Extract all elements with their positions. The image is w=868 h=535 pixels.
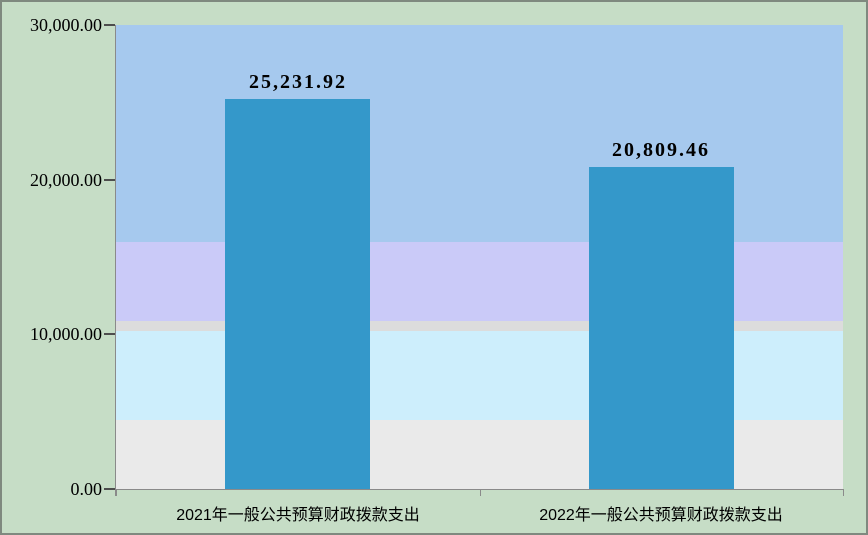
y-tick-mark xyxy=(104,333,115,336)
category-tick-mark xyxy=(480,489,481,496)
bar-2022 xyxy=(589,167,734,489)
bar-2021 xyxy=(225,99,370,489)
y-tick-mark xyxy=(104,24,115,26)
y-tick-mark xyxy=(104,178,115,181)
y-tick-label: 20,000.00 xyxy=(30,169,102,190)
y-tick-label: 10,000.00 xyxy=(30,324,102,345)
y-axis-line xyxy=(115,25,116,496)
bar-value-label-2022: 20,809.46 xyxy=(612,139,710,161)
y-tick-mark xyxy=(104,488,115,490)
bar-value-label-2021: 25,231.92 xyxy=(249,71,347,93)
category-tick-mark xyxy=(116,489,117,496)
category-tick-mark xyxy=(843,489,844,496)
category-label-2021: 2021年一般公共预算财政拨款支出 xyxy=(176,507,420,524)
y-tick-label: 30,000.00 xyxy=(30,15,102,35)
category-label-2022: 2022年一般公共预算财政拨款支出 xyxy=(539,507,783,524)
y-tick-label: 0.00 xyxy=(70,479,103,499)
x-axis-line xyxy=(115,489,843,490)
